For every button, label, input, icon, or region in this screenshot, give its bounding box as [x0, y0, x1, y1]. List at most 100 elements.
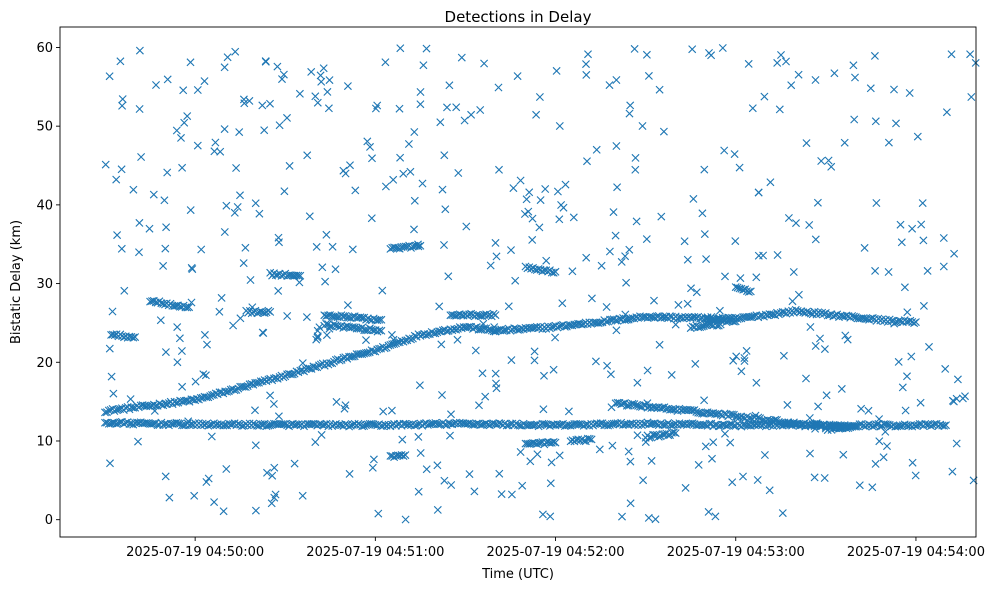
detection-point [875, 437, 884, 446]
detection-point [396, 153, 405, 162]
detection-point [551, 267, 560, 276]
detection-point [118, 95, 127, 104]
detection-point [220, 228, 229, 236]
detection-point [387, 406, 396, 415]
detection-point [765, 486, 774, 495]
detection-point [351, 186, 360, 195]
detection-point [184, 417, 193, 426]
detection-point [416, 449, 425, 457]
detection-point [741, 313, 750, 321]
detection-point [251, 378, 260, 387]
detection-point [210, 498, 219, 507]
detection-point [775, 105, 784, 114]
detection-point [467, 110, 476, 119]
detection-point [760, 92, 769, 101]
detection-point [312, 242, 321, 251]
detection-point [612, 142, 621, 150]
detection-point [163, 168, 172, 177]
detection-point [711, 512, 720, 521]
detection-point [135, 248, 143, 257]
detection-point [865, 420, 873, 429]
detection-point [866, 84, 875, 93]
detection-point [491, 311, 500, 320]
detection-point [200, 77, 209, 86]
detection-point [806, 323, 815, 331]
detection-point [621, 310, 630, 319]
detection-point [674, 300, 683, 309]
detection-point [794, 70, 803, 79]
detection-point [201, 371, 210, 380]
detection-point [908, 318, 917, 326]
detection-point [197, 245, 206, 254]
detection-point [555, 215, 564, 224]
detection-point [753, 476, 762, 484]
detection-point [295, 278, 304, 287]
detection-point [534, 422, 543, 431]
detection-point [726, 438, 735, 447]
detection-point [714, 321, 723, 330]
detection-point [966, 50, 975, 59]
detection-point [435, 302, 444, 311]
scatter-points [101, 44, 980, 524]
detection-point [317, 430, 326, 439]
detection-point [453, 335, 462, 344]
detection-point [619, 399, 628, 408]
detection-point [246, 276, 255, 284]
detection-point [680, 237, 689, 246]
detection-point [631, 165, 640, 174]
detection-point [881, 427, 890, 436]
detection-point [659, 127, 668, 136]
detection-point [732, 352, 741, 361]
detection-point [860, 243, 869, 252]
detection-point [848, 422, 857, 431]
detection-point [773, 251, 782, 259]
detection-point [263, 468, 271, 477]
detection-point [644, 513, 653, 522]
detection-point [233, 203, 242, 211]
detection-point [465, 470, 474, 479]
detection-point [546, 512, 555, 521]
detection-point [788, 297, 797, 306]
detection-point [927, 422, 935, 430]
y-tick-label: 50 [36, 120, 53, 135]
detection-point [802, 139, 811, 148]
detection-point [491, 238, 500, 247]
detection-point [558, 299, 567, 308]
detection-point [416, 100, 425, 109]
detection-point [726, 410, 735, 419]
detection-point [178, 163, 187, 172]
detection-point [584, 50, 592, 59]
detection-point [258, 328, 267, 337]
detection-point [150, 406, 159, 415]
detection-point [735, 163, 744, 172]
detection-point [239, 259, 248, 268]
detection-point [414, 240, 422, 249]
y-tick-label: 30 [36, 277, 53, 292]
detection-point [186, 58, 195, 67]
detection-point [397, 451, 406, 459]
detection-point [811, 424, 820, 433]
detection-point [101, 408, 109, 417]
detection-point [109, 389, 118, 398]
detection-point [824, 156, 833, 165]
detection-point [495, 469, 504, 478]
detection-point [410, 225, 418, 234]
detection-point [152, 81, 160, 89]
detection-point [864, 406, 873, 415]
detection-point [380, 344, 389, 353]
detection-point [546, 479, 555, 488]
detection-point [605, 81, 614, 90]
detection-point [737, 367, 746, 376]
detection-point [555, 451, 564, 460]
detection-point [958, 394, 967, 403]
detection-point [341, 401, 350, 410]
detection-point [279, 70, 288, 79]
detection-point [561, 180, 570, 189]
detection-point [766, 178, 775, 187]
detection-point [294, 271, 303, 280]
detection-point [688, 419, 697, 428]
detection-point [792, 219, 800, 228]
detection-point [204, 474, 213, 483]
detection-point [689, 194, 698, 203]
detection-point [911, 471, 920, 480]
